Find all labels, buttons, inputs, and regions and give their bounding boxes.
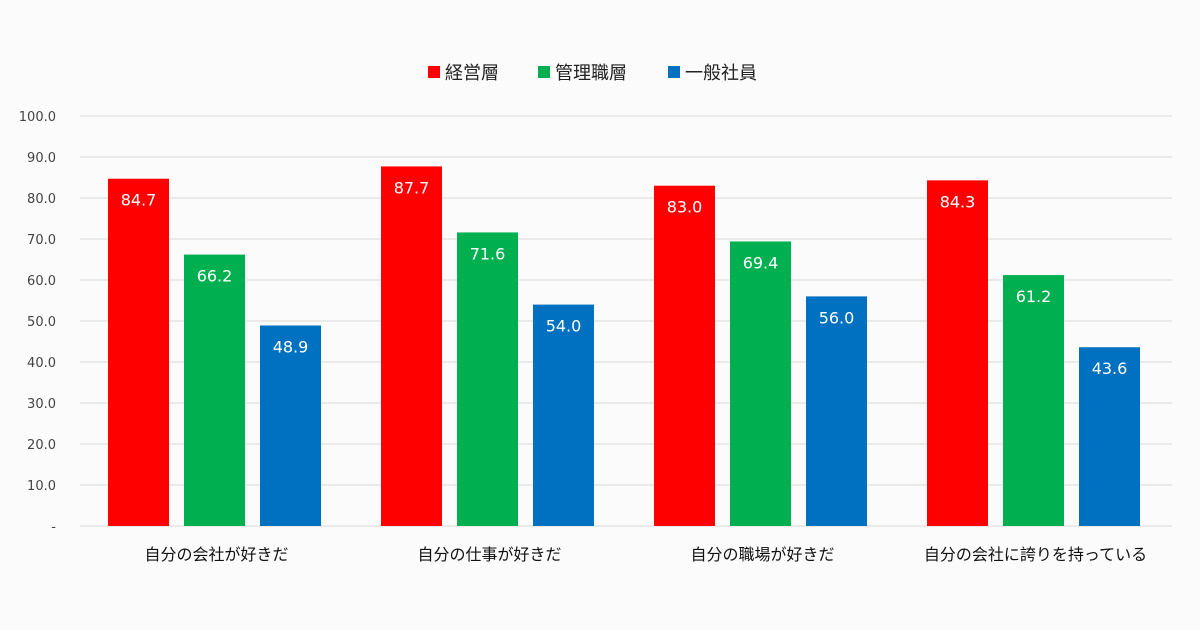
legend-swatch (668, 66, 680, 78)
legend-swatch (538, 66, 550, 78)
y-tick-label: 60.0 (27, 274, 56, 289)
bar (260, 325, 321, 526)
legend-label: 一般社員 (685, 63, 757, 84)
x-category-label: 自分の仕事が好きだ (417, 545, 561, 564)
y-tick-label: 100.0 (19, 110, 56, 125)
x-category-label: 自分の会社が好きだ (144, 545, 288, 564)
data-label: 83.0 (667, 198, 703, 217)
bar (730, 241, 791, 526)
y-tick-label: 40.0 (27, 356, 56, 371)
y-tick-label: - (51, 520, 56, 535)
data-label: 71.6 (470, 244, 506, 263)
data-labels: 84.7 66.2 48.9 87.7 71.6 54.0 83.0 69.4 56.0 84.3… (121, 178, 1128, 378)
x-axis: 自分の会社が好きだ 自分の仕事が好きだ 自分の職場が好きだ 自分の会社に誇りを持ってい… (144, 545, 1147, 564)
bar (381, 166, 442, 526)
data-label: 48.9 (273, 338, 309, 357)
bar (457, 232, 518, 526)
x-category-label: 自分の会社に誇りを持っている (924, 545, 1147, 564)
bar (927, 180, 988, 526)
data-label: 87.7 (394, 178, 430, 197)
bar (108, 178, 169, 527)
legend-swatch (428, 66, 440, 78)
bar (1079, 347, 1140, 526)
y-tick-label: 80.0 (27, 192, 56, 207)
y-tick-label: 70.0 (27, 233, 56, 248)
x-category-label: 自分の職場が好きだ (690, 545, 834, 564)
data-label: 61.2 (1016, 287, 1052, 306)
y-tick-label: 90.0 (27, 151, 56, 166)
data-label: 54.0 (546, 317, 582, 336)
bars (108, 166, 1140, 527)
bar (184, 254, 245, 526)
data-label: 84.7 (121, 191, 157, 210)
y-tick-label: 10.0 (27, 479, 56, 494)
y-tick-label: 30.0 (27, 397, 56, 412)
bar (1003, 275, 1064, 526)
data-label: 56.0 (819, 308, 855, 327)
y-tick-label: 20.0 (27, 438, 56, 453)
data-label: 84.3 (940, 192, 976, 211)
bar (533, 304, 594, 526)
legend: 経営層 管理職層 一般社員 (428, 63, 757, 84)
y-tick-label: 50.0 (27, 315, 56, 330)
y-axis: - 10.0 20.0 30.0 40.0 50.0 60.0 70.0 80.0 90.0 100… (19, 110, 57, 535)
data-label: 66.2 (197, 267, 233, 286)
bar (806, 296, 867, 526)
data-label: 69.4 (743, 253, 779, 272)
legend-label: 管理職層 (555, 63, 627, 84)
data-label: 43.6 (1092, 359, 1128, 378)
legend-label: 経営層 (445, 63, 499, 84)
bar (654, 185, 715, 526)
